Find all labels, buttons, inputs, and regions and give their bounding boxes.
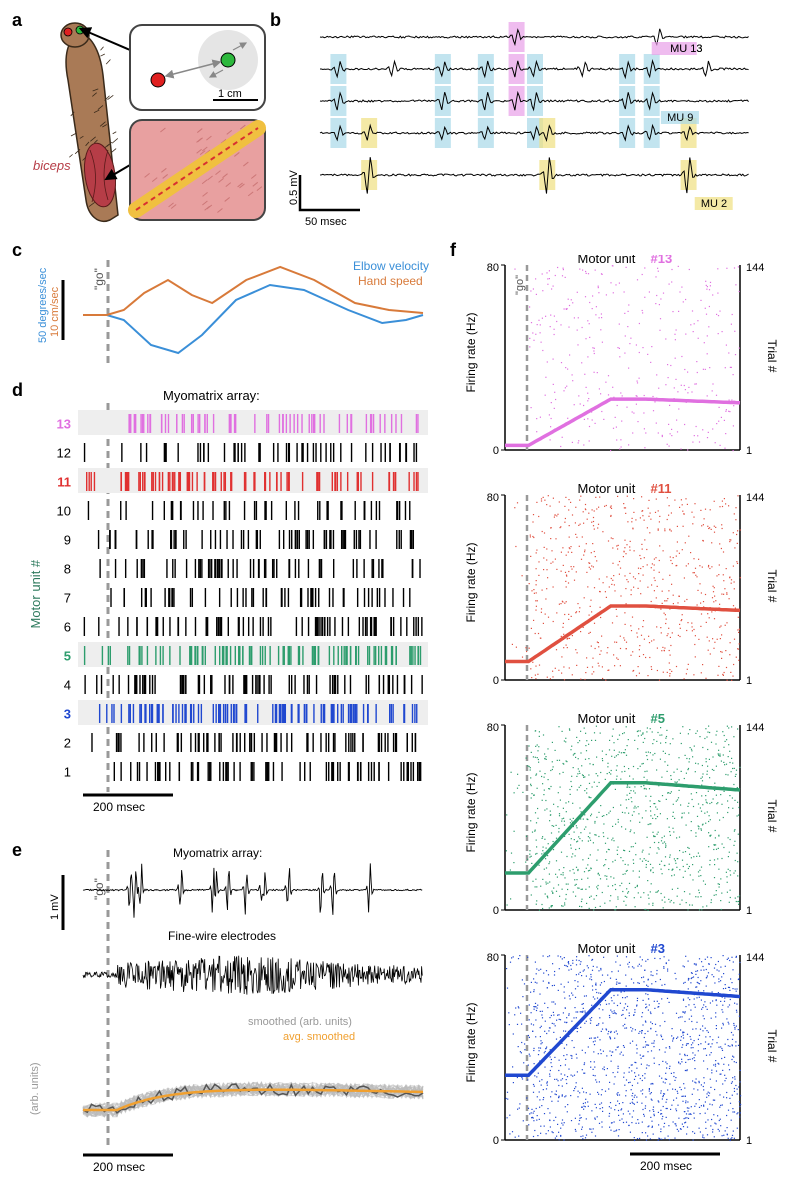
svg-text:(arb. units): (arb. units) xyxy=(29,1062,41,1115)
panel-b: MU 13MU 13MU 9MU 20.5 mV50 msec xyxy=(285,15,785,230)
svg-text:200 msec: 200 msec xyxy=(640,1159,692,1173)
svg-text:Firing rate (Hz): Firing rate (Hz) xyxy=(464,312,478,392)
svg-text:#3: #3 xyxy=(651,941,665,956)
svg-text:0: 0 xyxy=(493,905,499,917)
panel-c: "go" Elbow velocityHand speed 50 degrees/s… xyxy=(18,245,443,380)
svg-text:Trial #: Trial # xyxy=(765,340,779,373)
svg-text:1: 1 xyxy=(746,905,752,917)
svg-text:50 msec: 50 msec xyxy=(305,216,347,228)
svg-text:0: 0 xyxy=(493,1135,499,1147)
svg-text:MU 2: MU 2 xyxy=(701,198,727,210)
svg-text:144: 144 xyxy=(746,722,764,734)
svg-text:Trial #: Trial # xyxy=(765,800,779,833)
svg-text:Motor unit: Motor unit xyxy=(578,711,636,726)
figure-container: a b c d e f biceps1 cm MU 13MU 13MU 9MU … xyxy=(10,10,786,1189)
svg-text:MU 9: MU 9 xyxy=(667,112,693,124)
svg-text:13: 13 xyxy=(57,417,71,432)
svg-text:200 msec: 200 msec xyxy=(93,800,145,814)
svg-text:Fine-wire electrodes: Fine-wire electrodes xyxy=(168,929,276,943)
svg-text:2: 2 xyxy=(64,736,71,751)
svg-text:0: 0 xyxy=(493,445,499,457)
svg-text:0.5 mV: 0.5 mV xyxy=(288,169,300,205)
svg-text:0: 0 xyxy=(493,675,499,687)
svg-text:200 msec: 200 msec xyxy=(93,1160,145,1174)
svg-text:12: 12 xyxy=(57,446,71,461)
svg-text:50 degrees/sec: 50 degrees/sec xyxy=(37,267,49,343)
svg-text:"go": "go" xyxy=(92,268,106,290)
label-b: b xyxy=(270,10,281,31)
svg-text:6: 6 xyxy=(64,620,71,635)
svg-text:9: 9 xyxy=(64,533,71,548)
svg-text:Elbow velocity: Elbow velocity xyxy=(353,259,429,273)
svg-text:11: 11 xyxy=(57,475,71,490)
svg-text:Trial #: Trial # xyxy=(765,1030,779,1063)
panel-d: Myomatrix array: 13 12 11 10 9 8 7 6 5 4 3 2 1 Motor u… xyxy=(18,385,443,835)
svg-text:1 cm: 1 cm xyxy=(218,88,242,100)
svg-text:1: 1 xyxy=(64,765,71,780)
svg-text:"go": "go" xyxy=(514,275,526,295)
svg-text:8: 8 xyxy=(64,562,71,577)
svg-text:Firing rate (Hz): Firing rate (Hz) xyxy=(464,542,478,622)
svg-text:3: 3 xyxy=(64,707,71,722)
svg-text:MU 13: MU 13 xyxy=(670,43,702,55)
svg-text:144: 144 xyxy=(746,492,764,504)
svg-text:80: 80 xyxy=(487,492,499,504)
svg-text:Motor unit: Motor unit xyxy=(578,941,636,956)
svg-text:4: 4 xyxy=(64,678,71,693)
svg-text:80: 80 xyxy=(487,262,499,274)
svg-text:Myomatrix array:: Myomatrix array: xyxy=(163,388,260,403)
svg-text:Motor unit #: Motor unit # xyxy=(28,559,43,628)
svg-text:80: 80 xyxy=(487,722,499,734)
svg-text:"go": "go" xyxy=(92,878,106,900)
svg-text:80: 80 xyxy=(487,952,499,964)
svg-text:144: 144 xyxy=(746,952,764,964)
svg-text:Trial #: Trial # xyxy=(765,570,779,603)
svg-text:smoothed (arb. units): smoothed (arb. units) xyxy=(248,1016,352,1028)
svg-text:1: 1 xyxy=(746,1135,752,1147)
svg-text:1 mV: 1 mV xyxy=(49,894,61,920)
svg-text:#5: #5 xyxy=(651,711,665,726)
svg-text:Motor unit: Motor unit xyxy=(578,255,636,266)
svg-text:1: 1 xyxy=(746,445,752,457)
panel-f: Motor unit #13 80 0 144 1 Firing rate (Hz) Tria… xyxy=(450,255,785,1185)
svg-text:5: 5 xyxy=(64,649,71,664)
svg-text:1: 1 xyxy=(746,675,752,687)
svg-text:144: 144 xyxy=(746,262,764,274)
panel-a: biceps 1 cm xyxy=(18,20,268,240)
svg-text:#13: #13 xyxy=(651,255,673,266)
svg-text:Motor unit: Motor unit xyxy=(578,481,636,496)
svg-text:Myomatrix array:: Myomatrix array: xyxy=(173,846,262,860)
panel-e: "go" Myomatrix array: 1 mV Fine-wire electr… xyxy=(18,845,443,1185)
svg-text:#11: #11 xyxy=(651,481,672,496)
svg-text:Hand speed: Hand speed xyxy=(358,274,423,288)
svg-text:Firing rate (Hz): Firing rate (Hz) xyxy=(464,1002,478,1082)
svg-text:10: 10 xyxy=(57,504,71,519)
svg-text:10 cm/sec: 10 cm/sec xyxy=(49,286,61,337)
svg-text:7: 7 xyxy=(64,591,71,606)
svg-text:avg. smoothed: avg. smoothed xyxy=(283,1031,355,1043)
svg-text:Firing rate (Hz): Firing rate (Hz) xyxy=(464,772,478,852)
svg-text:biceps: biceps xyxy=(33,158,71,173)
